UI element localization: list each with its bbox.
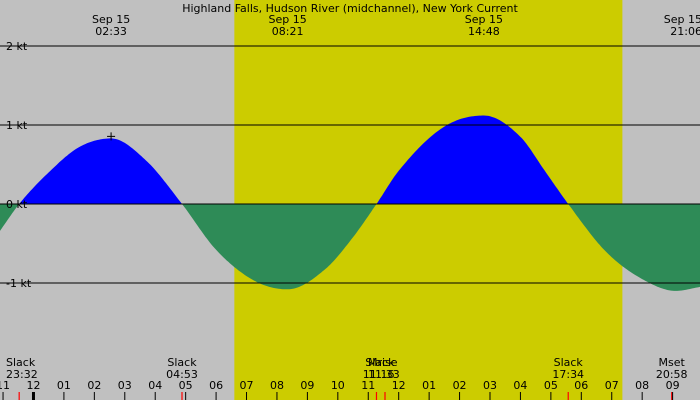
x-tick-label-5: 04 xyxy=(148,379,162,392)
bottom-event-labels: Slack23:32Slack04:53Slack11:16Mrise11:33… xyxy=(6,356,688,400)
x-tick-label-18: 05 xyxy=(544,379,558,392)
extremum-date-2: Sep 15 xyxy=(465,13,503,26)
event-label-3: Mrise xyxy=(368,356,398,369)
y-tick-labels: 2 kt 1 kt 0 kt -1 kt xyxy=(6,40,32,290)
extremum-time-1: 08:21 xyxy=(272,25,304,38)
x-tick-label-14: 01 xyxy=(422,379,436,392)
extremum-date-3: Sep 15 xyxy=(664,13,700,26)
x-tick-label-3: 02 xyxy=(87,379,101,392)
x-tick-label-11: 10 xyxy=(331,379,345,392)
x-tick-label-7: 06 xyxy=(209,379,223,392)
x-tick-label-12: 11 xyxy=(361,379,375,392)
x-tick-label-1: 12 xyxy=(26,379,40,392)
event-label-2: Slack xyxy=(365,356,395,369)
ebb-area-0 xyxy=(0,204,20,231)
x-tick-label-8: 07 xyxy=(240,379,254,392)
event-time-3: 11:33 xyxy=(368,368,400,381)
x-tick-label-22: 09 xyxy=(666,379,680,392)
x-tick-label-2: 01 xyxy=(57,379,71,392)
x-tick-label-13: 12 xyxy=(392,379,406,392)
event-time-0: 23:32 xyxy=(6,368,38,381)
flood-area-1 xyxy=(19,138,183,204)
event-label-4: Slack xyxy=(554,356,584,369)
event-label-1: Slack xyxy=(167,356,197,369)
extremum-time-2: 14:48 xyxy=(468,25,500,38)
chart-title: Highland Falls, Hudson River (midchannel… xyxy=(182,2,518,15)
event-label-5: Mset xyxy=(659,356,686,369)
event-time-4: 17:34 xyxy=(552,368,584,381)
y-tick-label-0: 2 kt xyxy=(6,40,28,53)
x-tick-label-16: 03 xyxy=(483,379,497,392)
max-flood-marker xyxy=(107,132,116,141)
x-tick-label-20: 07 xyxy=(605,379,619,392)
x-tick-label-21: 08 xyxy=(635,379,649,392)
x-tick-label-19: 06 xyxy=(574,379,588,392)
ebb-area-4 xyxy=(568,204,700,291)
y-tick-label-3: -1 kt xyxy=(6,277,32,290)
y-tick-label-2: 0 kt xyxy=(6,198,28,211)
ebb-area-2 xyxy=(182,204,377,290)
x-tick-label-4: 03 xyxy=(118,379,132,392)
event-time-2: 11:16 xyxy=(363,368,395,381)
flood-area-3 xyxy=(376,115,569,204)
x-tick-label-10: 09 xyxy=(300,379,314,392)
grid-lines xyxy=(0,45,700,284)
x-tick-label-9: 08 xyxy=(270,379,284,392)
x-tick-label-6: 05 xyxy=(179,379,193,392)
x-tick-label-17: 04 xyxy=(513,379,527,392)
event-time-1: 04:53 xyxy=(166,368,198,381)
extremum-time-3: 21:06 xyxy=(670,25,700,38)
extremum-time-0: 02:33 xyxy=(95,25,127,38)
current-area xyxy=(0,115,700,291)
x-axis: 11 12 01 02 03 04 05 06 07 08 09 10 11 12 01 02 03 04 05 06… xyxy=(0,379,680,400)
x-tick-label-0: 11 xyxy=(0,379,10,392)
extremum-date-1: Sep 15 xyxy=(268,13,306,26)
event-label-0: Slack xyxy=(6,356,36,369)
y-tick-label-1: 1 kt xyxy=(6,119,28,132)
x-tick-label-15: 02 xyxy=(453,379,467,392)
event-time-5: 20:58 xyxy=(656,368,688,381)
extremum-date-0: Sep 15 xyxy=(92,13,130,26)
